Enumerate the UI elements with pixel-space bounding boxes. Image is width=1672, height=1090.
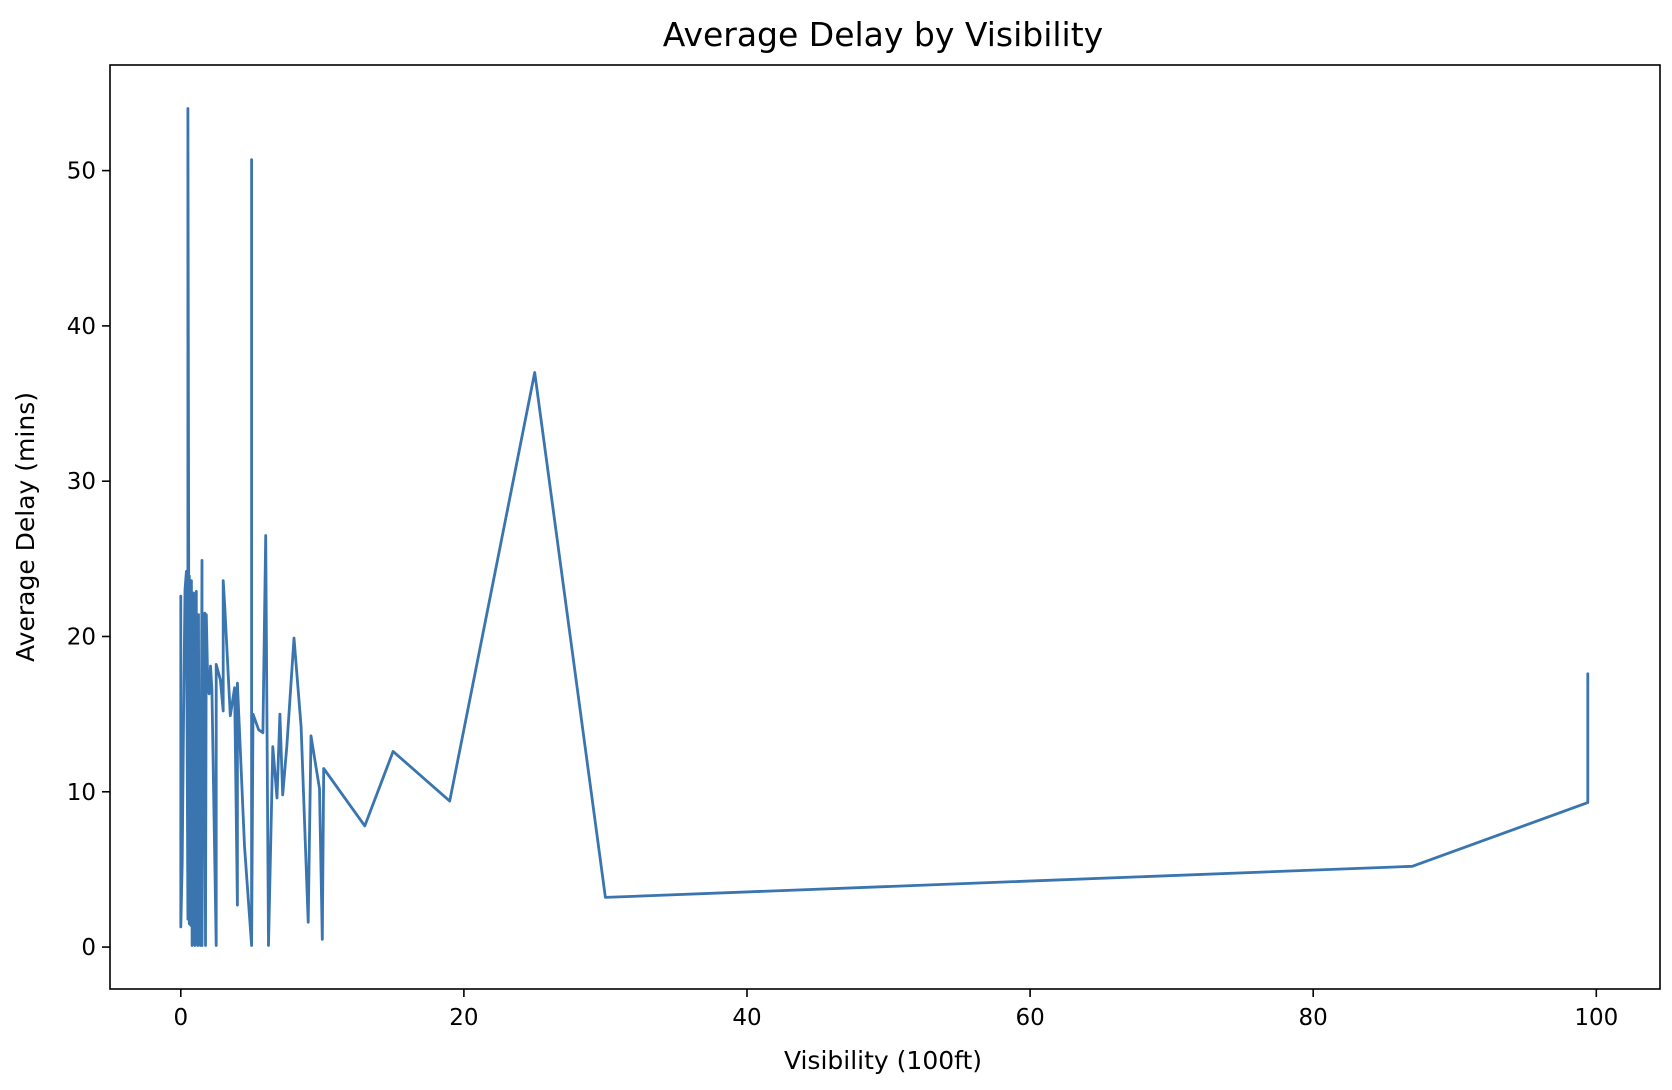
chart-title: Average Delay by Visibility [663,15,1103,54]
x-tick-label: 80 [1299,1005,1328,1031]
y-axis: 0 10 20 30 40 50 [67,159,110,961]
x-tick-label: 40 [732,1005,761,1031]
x-tick-label: 20 [449,1005,478,1031]
x-axis-label: Visibility (100ft) [784,1046,982,1075]
y-tick-label: 20 [67,624,96,650]
x-tick-label: 100 [1574,1005,1618,1031]
series-layer [179,107,1590,947]
x-tick-label: 0 [173,1005,188,1031]
y-tick-label: 40 [67,314,96,340]
series-line-0 [179,107,1590,947]
y-axis-label: Average Delay (mins) [11,392,40,662]
y-tick-label: 10 [67,780,96,806]
plot-frame [109,64,1661,990]
x-axis: 0 20 40 60 80 100 [173,989,1618,1031]
y-tick-label: 50 [67,159,96,185]
y-tick-label: 30 [67,469,96,495]
y-tick-label: 0 [81,935,96,961]
x-tick-label: 60 [1015,1005,1044,1031]
